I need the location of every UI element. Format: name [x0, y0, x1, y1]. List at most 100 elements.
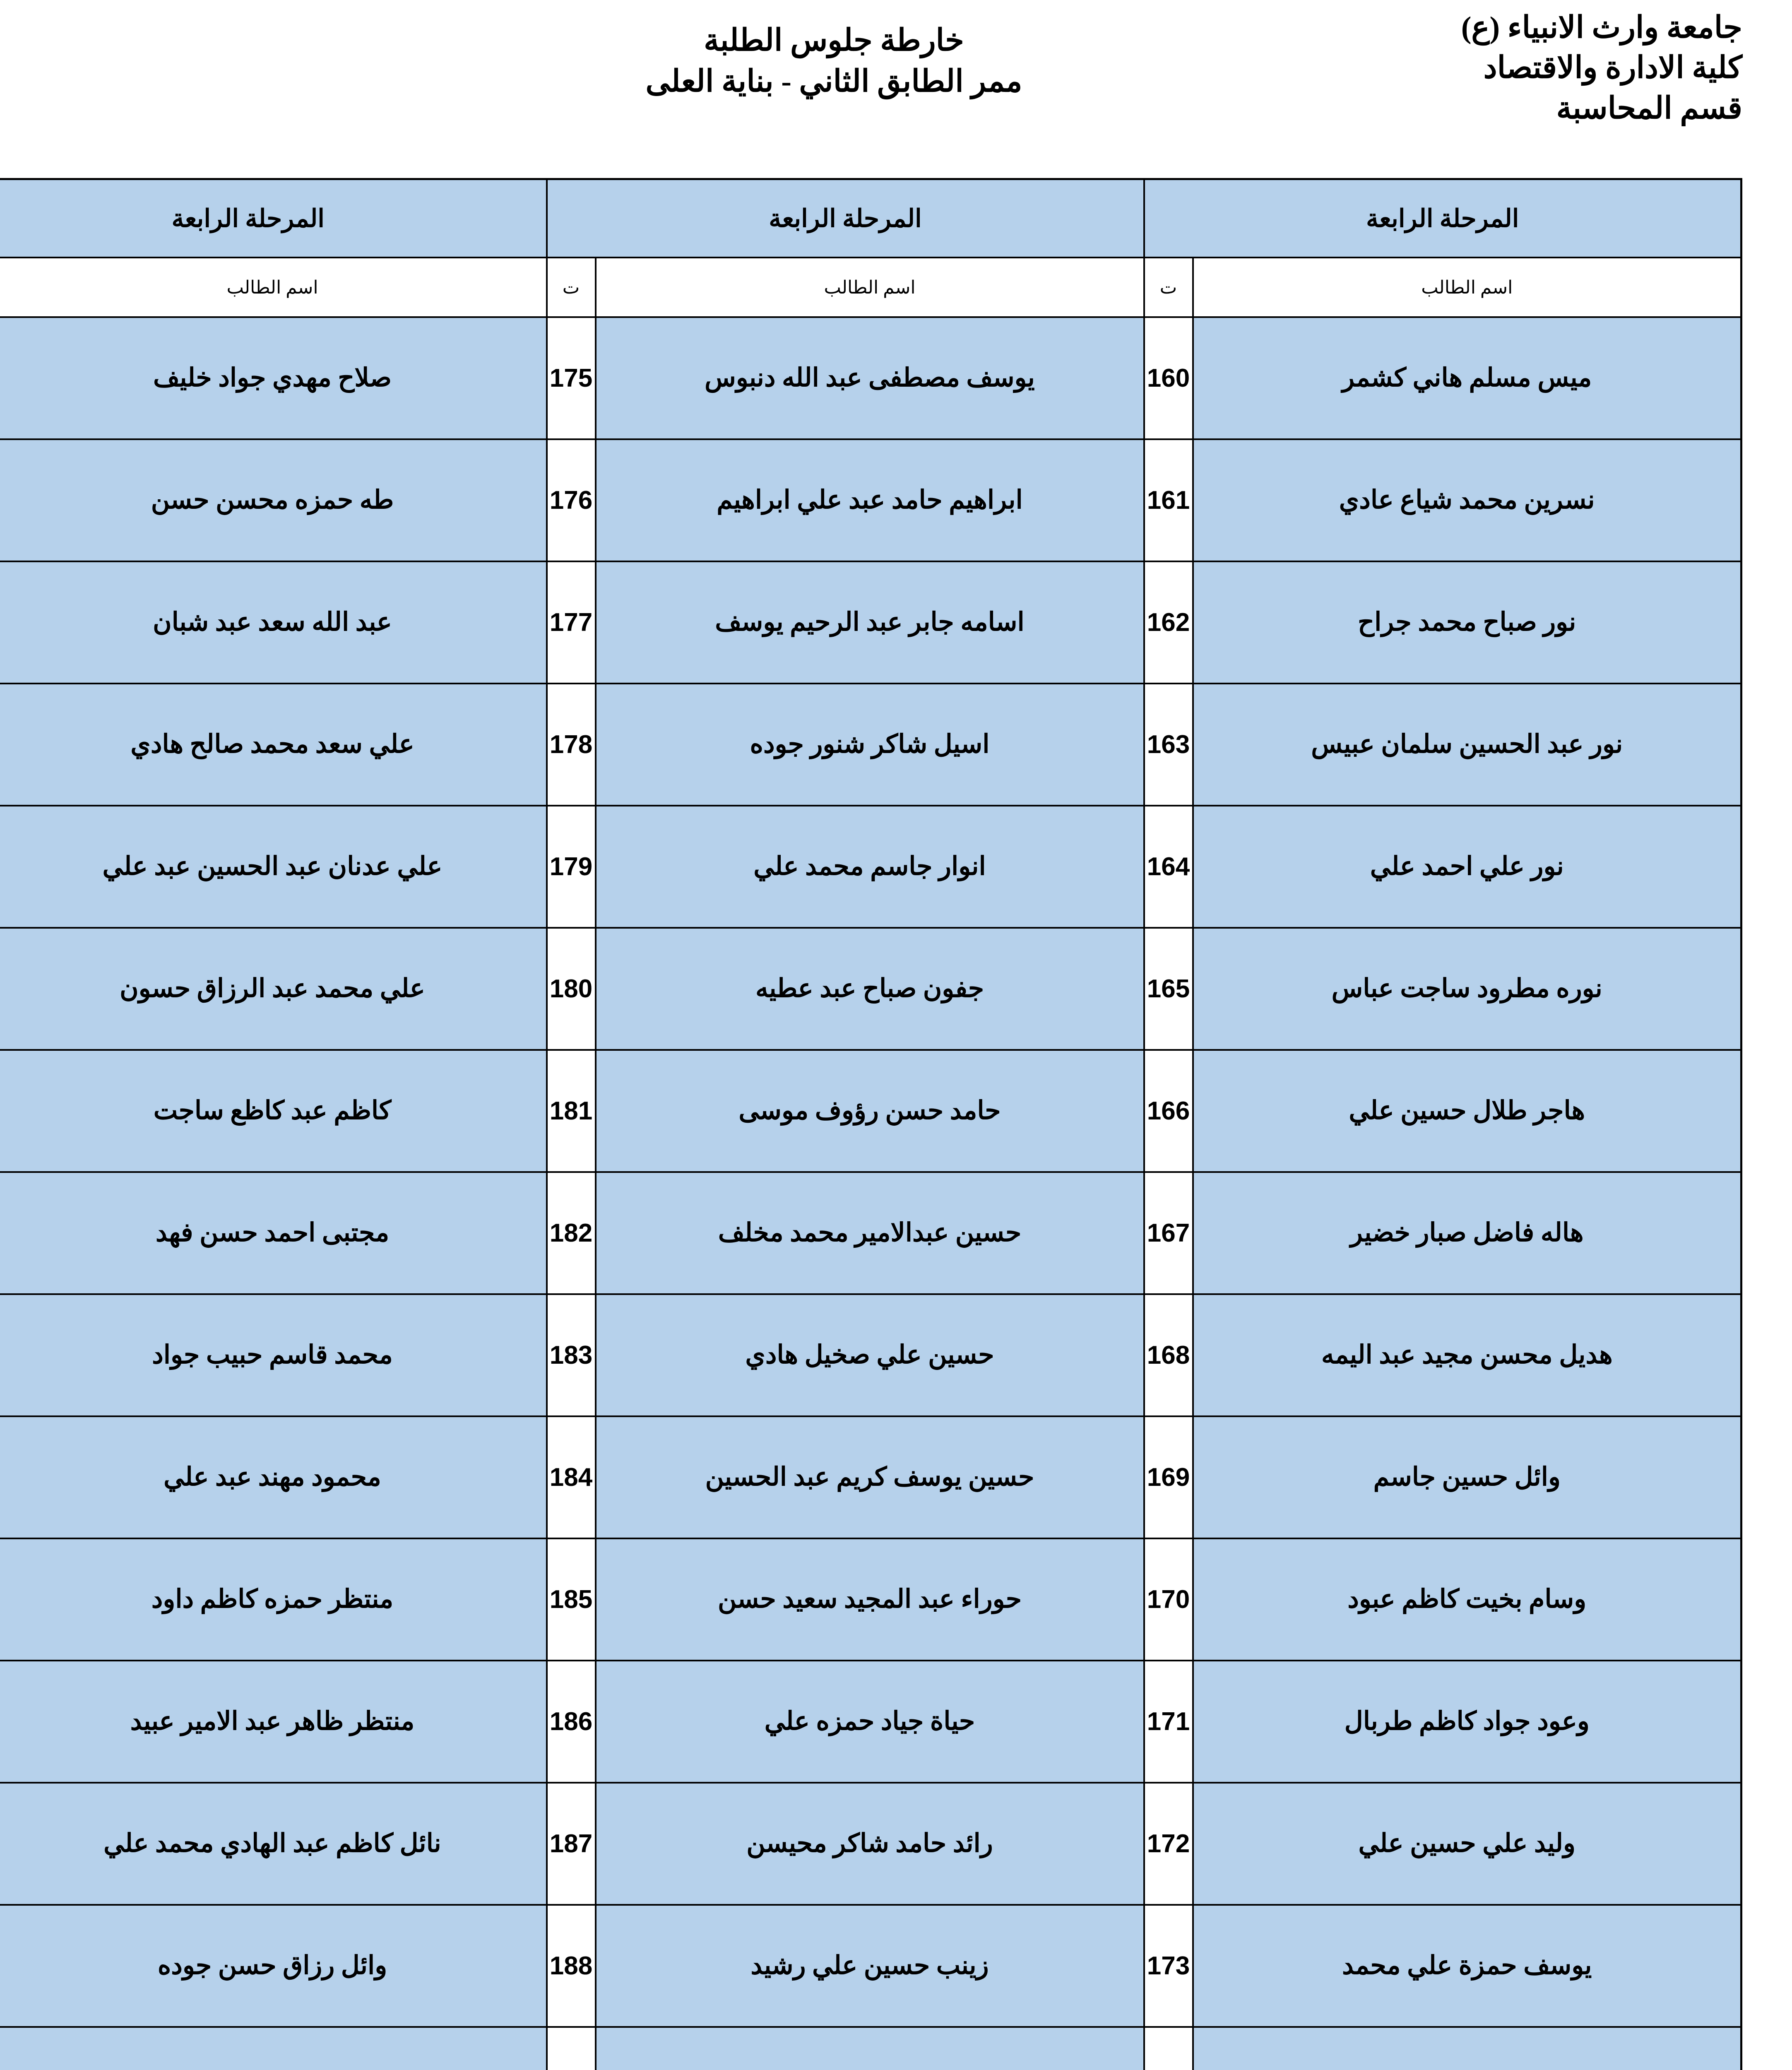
student-name-cell: حسين علي صخيل هادي — [594, 1293, 1145, 1417]
student-number-cell: 182 — [546, 1171, 597, 1295]
student-number-cell: 180 — [546, 927, 597, 1051]
col-header-name-right: اسم الطالب — [1192, 257, 1742, 318]
table-row: نوره مطرود ساجت عباس 165 جفون صباح عبد عطي… — [0, 927, 1742, 1051]
table-head: المرحلة الرابعة المرحلة الرابعة المرحلة … — [0, 178, 1742, 318]
student-name-cell: عبد الله سعد عبد شبان — [0, 561, 548, 684]
student-name-cell: علي سعد محمد صالح هادي — [0, 683, 548, 806]
table-row: نور علي احمد علي 164 انوار جاسم محمد علي 17… — [0, 805, 1742, 929]
table-row: وليد علي حسين علي 172 رائد حامد شاكر محيسن… — [0, 1782, 1742, 1906]
student-name-cell: هديل محسن مجيد عبد اليمه — [1192, 1293, 1742, 1417]
student-name-cell: يوسف حمزة علي محمد — [1192, 1904, 1742, 2028]
student-name-cell: وسام بخيت كاظم عبود — [1192, 1538, 1742, 1661]
student-name-cell: حياة جياد حمزه علي — [594, 1660, 1145, 1784]
student-number-cell: 171 — [1143, 1660, 1194, 1784]
student-number-cell: 181 — [546, 1049, 597, 1173]
student-number-cell: 188 — [546, 1904, 597, 2028]
student-name-cell: رائد حامد شاكر محيسن — [594, 1782, 1145, 1906]
table-row: هديل محسن مجيد عبد اليمه 168 حسين علي صخيل… — [0, 1293, 1742, 1417]
stage-header-right: المرحلة الرابعة — [1143, 178, 1742, 258]
student-number-cell: 179 — [546, 805, 597, 929]
student-number-cell: 186 — [546, 1660, 597, 1784]
student-name-cell: نور علي احمد علي — [1192, 805, 1742, 929]
table-row: يوسف محمد صالح عبد الحسن174سهامه رضا كاظ… — [0, 2026, 1742, 2070]
student-name-cell: نور صباح محمد جراح — [1192, 561, 1742, 684]
table-row: نسرين محمد شياع عادي 161 ابراهيم حامد عبد … — [0, 438, 1742, 562]
student-name-cell: نائل كاظم عبد الهادي محمد علي — [0, 1782, 548, 1906]
document-header: جامعة وارث الانبياء (ع) كلية الادارة وال… — [0, 0, 1792, 178]
table-row: هاجر طلال حسين علي 166 حامد حسن رؤوف موسى 1… — [0, 1049, 1742, 1173]
student-name-cell: كاظم عبد كاظع ساجت — [0, 1049, 548, 1173]
table-row: وعود جواد كاظم طربال 171 حياة جياد حمزه عل… — [0, 1660, 1742, 1784]
student-number-cell: 165 — [1143, 927, 1194, 1051]
student-number-cell: 185 — [546, 1538, 597, 1661]
student-number-cell: 160 — [1143, 316, 1194, 440]
student-name-cell: اسيل شاكر شنور جوده — [594, 683, 1145, 806]
table-row: نور صباح محمد جراح 162 اسامه جابر عبد الرح… — [0, 561, 1742, 684]
student-name-cell: وسام احمد كريم عبيد — [0, 2026, 548, 2070]
col-header-name-left: اسم الطالب — [0, 257, 548, 318]
student-name-cell: طه حمزه محسن حسن — [0, 438, 548, 562]
student-name-cell: حسين عبدالامير محمد مخلف — [594, 1171, 1145, 1295]
student-name-cell: وعود جواد كاظم طربال — [1192, 1660, 1742, 1784]
student-number-cell: 167 — [1143, 1171, 1194, 1295]
student-number-cell: 175 — [546, 316, 597, 440]
table-row: هاله فاضل صبار خضير 167 حسين عبدالامير محم… — [0, 1171, 1742, 1295]
student-name-cell: محمد قاسم حبيب جواد — [0, 1293, 548, 1417]
student-name-cell: صلاح مهدي جواد خليف — [0, 316, 548, 440]
student-name-cell: جفون صباح عبد عطيه — [594, 927, 1145, 1051]
college-name: كلية الادارة والاقتصاد — [1483, 51, 1742, 85]
student-name-cell: علي محمد عبد الرزاق حسون — [0, 927, 548, 1051]
stage-header-row: المرحلة الرابعة المرحلة الرابعة المرحلة … — [0, 178, 1742, 258]
student-number-cell: 177 — [546, 561, 597, 684]
student-name-cell: حسين يوسف كريم عبد الحسين — [594, 1415, 1145, 1539]
student-number-cell: 164 — [1143, 805, 1194, 929]
student-number-cell: 173 — [1143, 1904, 1194, 2028]
student-name-cell: مجتبى احمد حسن فهد — [0, 1171, 548, 1295]
stage-header-left: المرحلة الرابعة — [0, 178, 548, 258]
student-name-cell: ابراهيم حامد عبد علي ابراهيم — [594, 438, 1145, 562]
student-number-cell: 189 — [546, 2026, 597, 2070]
student-number-cell: 172 — [1143, 1782, 1194, 1906]
student-name-cell: انوار جاسم محمد علي — [594, 805, 1145, 929]
student-name-cell: نسرين محمد شياع عادي — [1192, 438, 1742, 562]
student-name-cell: هاله فاضل صبار خضير — [1192, 1171, 1742, 1295]
stage-header-middle: المرحلة الرابعة — [546, 178, 1145, 258]
student-number-cell: 183 — [546, 1293, 597, 1417]
student-name-cell: يوسف محمد صالح عبد الحسن — [1192, 2026, 1742, 2070]
student-number-cell: 168 — [1143, 1293, 1194, 1417]
student-name-cell: ميس مسلم هاني كشمر — [1192, 316, 1742, 440]
student-number-cell: 163 — [1143, 683, 1194, 806]
col-header-num-middle: ت — [546, 257, 597, 318]
document-title: خارطة جلوس الطلبة — [704, 24, 964, 58]
student-name-cell: نوره مطرود ساجت عباس — [1192, 927, 1742, 1051]
student-name-cell: سهامه رضا كاظم جواد — [594, 2026, 1145, 2070]
student-number-cell: 161 — [1143, 438, 1194, 562]
title-block: خارطة جلوس الطلبة ممر الطابق الثاني - بن… — [493, 10, 1176, 100]
student-number-cell: 174 — [1143, 2026, 1194, 2070]
department-name: قسم المحاسبة — [1556, 91, 1742, 125]
table-row: وسام بخيت كاظم عبود 170 حوراء عبد المجيد س… — [0, 1538, 1742, 1661]
student-name-cell: هاجر طلال حسين علي — [1192, 1049, 1742, 1173]
student-number-cell: 169 — [1143, 1415, 1194, 1539]
col-header-num-right: ت — [1143, 257, 1194, 318]
table-body: ميس مسلم هاني كشمر 160 يوسف مصطفى عبد الله… — [0, 316, 1742, 2070]
student-number-cell: 184 — [546, 1415, 597, 1539]
student-number-cell: 166 — [1143, 1049, 1194, 1173]
student-name-cell: منتظر حمزه كاظم داود — [0, 1538, 548, 1661]
seating-table: المرحلة الرابعة المرحلة الرابعة المرحلة … — [0, 178, 1742, 2070]
student-name-cell: محمود مهند عبد علي — [0, 1415, 548, 1539]
student-name-cell: وائل رزاق حسن جوده — [0, 1904, 548, 2028]
student-name-cell: حوراء عبد المجيد سعيد حسن — [594, 1538, 1145, 1661]
student-name-cell: يوسف مصطفى عبد الله دنبوس — [594, 316, 1145, 440]
student-number-cell: 176 — [546, 438, 597, 562]
student-name-cell: حامد حسن رؤوف موسى — [594, 1049, 1145, 1173]
student-number-cell: 170 — [1143, 1538, 1194, 1661]
column-header-row: اسم الطالب ت اسم الطالب ت اسم الطالب ت — [0, 257, 1742, 318]
organization-block: جامعة وارث الانبياء (ع) كلية الادارة وال… — [1204, 10, 1742, 127]
student-number-cell: 162 — [1143, 561, 1194, 684]
document-subtitle: ممر الطابق الثاني - بناية العلى — [645, 64, 1022, 99]
student-number-cell: 178 — [546, 683, 597, 806]
student-name-cell: علي عدنان عبد الحسين عبد علي — [0, 805, 548, 929]
student-name-cell: منتظر ظاهر عبد الامير عبيد — [0, 1660, 548, 1784]
